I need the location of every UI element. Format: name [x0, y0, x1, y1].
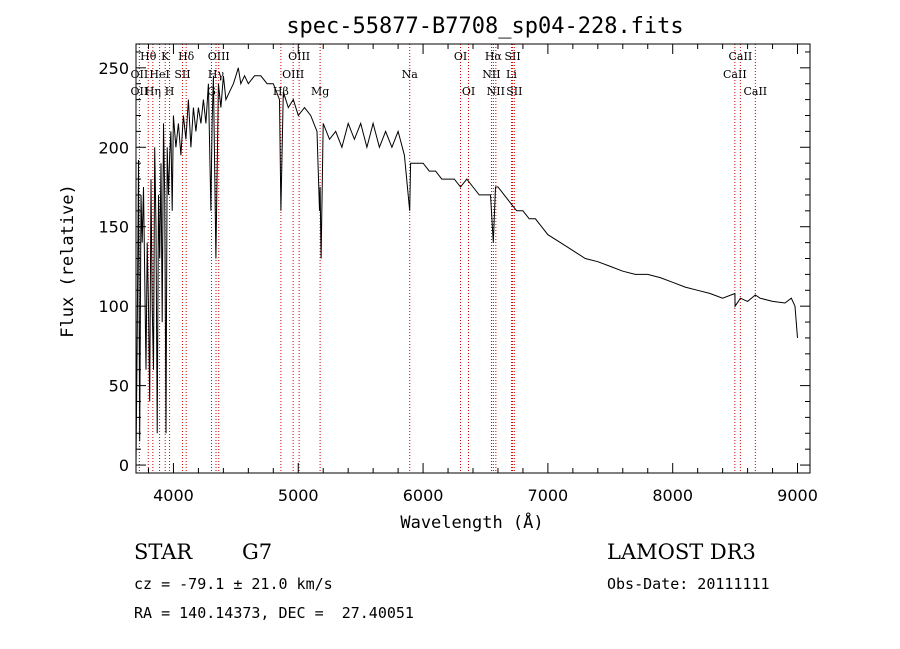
x-tick-label: 9000: [777, 486, 818, 505]
plot-frame: [135, 43, 811, 474]
line-markers: [138, 44, 756, 473]
line-label: G: [207, 85, 216, 98]
line-label: H: [165, 85, 175, 98]
line-label: SII: [504, 50, 520, 63]
chart-title: spec-55877-B7708_sp04-228.fits: [286, 14, 683, 39]
line-label: OII: [131, 68, 149, 81]
survey-name: LAMOST DR3: [607, 540, 756, 564]
line-label: SII: [506, 85, 522, 98]
line-label: Hβ: [273, 85, 289, 98]
x-tick-label: 6000: [403, 486, 444, 505]
x-tick-label: 4000: [153, 486, 194, 505]
line-label: Mg: [311, 85, 329, 98]
subclass: G7: [242, 540, 273, 564]
line-label: NII: [487, 85, 505, 98]
line-label: Na: [402, 68, 419, 81]
redshift-value: cz = -79.1 ± 21.0 km/s: [134, 575, 333, 593]
spectrum-line: [135, 67, 798, 466]
x-axis-ticks: 4000 5000 6000 7000 8000 9000: [147, 44, 818, 505]
line-label: OI: [462, 85, 475, 98]
line-label: OI: [454, 50, 467, 63]
line-label: Hα: [485, 50, 503, 63]
y-tick-label: 200: [98, 138, 129, 157]
x-tick-label: 5000: [278, 486, 319, 505]
line-label: Hγ: [208, 68, 225, 81]
line-label: Hδ: [178, 50, 195, 63]
line-label: NII: [482, 68, 500, 81]
x-axis-label: Wavelength (Å): [400, 511, 543, 533]
x-tick-label: 7000: [528, 486, 569, 505]
y-tick-label: 0: [119, 456, 129, 475]
line-label: OIII: [208, 50, 230, 63]
x-tick-label: 8000: [652, 486, 693, 505]
y-tick-label: 100: [98, 297, 129, 316]
line-label: CaII: [743, 85, 767, 98]
y-axis-ticks: 0 50 100 150 200 250: [98, 51, 810, 475]
line-label: OIII: [282, 68, 304, 81]
line-label: CaII: [729, 50, 753, 63]
y-tick-label: 250: [98, 59, 129, 78]
line-label: SII: [174, 68, 190, 81]
line-label: Hη: [145, 85, 161, 98]
line-label: K: [161, 50, 170, 63]
object-class: STAR: [134, 540, 193, 564]
y-tick-label: 50: [109, 377, 129, 396]
obs-date: Obs-Date: 20111111: [607, 575, 770, 593]
line-label: HeI: [149, 68, 169, 81]
line-label: OIII: [288, 50, 310, 63]
coordinates: RA = 140.14373, DEC = 27.40051: [134, 604, 414, 622]
line-label: Hθ: [140, 50, 157, 63]
y-axis-label: Flux (relative): [58, 184, 78, 338]
y-tick-label: 150: [98, 218, 129, 237]
line-label: CaII: [723, 68, 747, 81]
line-label: OII: [131, 85, 149, 98]
line-label: Li: [506, 68, 517, 81]
